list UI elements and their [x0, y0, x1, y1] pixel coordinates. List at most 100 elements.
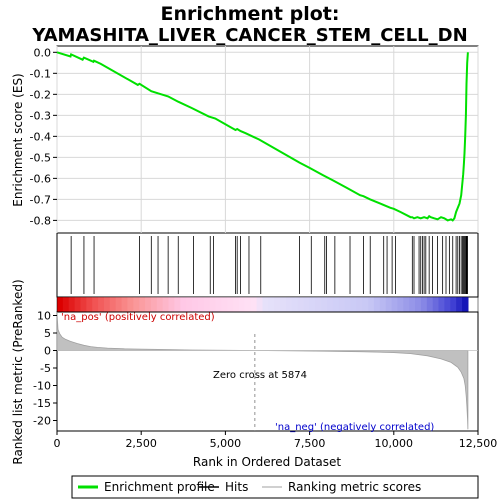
heat-bar-segment [444, 297, 451, 312]
metric-y-tick-label: -15 [33, 397, 51, 410]
heat-bar-segment [174, 297, 181, 312]
metric-y-label: Ranked list metric (PreRanked) [11, 279, 25, 464]
es-panel-frame [56, 45, 479, 234]
heat-bar-segment [450, 297, 457, 312]
heat-bar-segment [297, 297, 305, 312]
legend-label: Enrichment profile [104, 480, 215, 494]
x-axis: 0 2,500 5,000 7,500 10,000 12,500 [54, 431, 498, 450]
heat-bar-segment [238, 297, 246, 312]
x-tick-label: 10,000 [375, 437, 414, 450]
es-y-tick-label: -0.2 [30, 88, 51, 101]
heat-bar-segment [356, 297, 363, 312]
heat-bar-segment [285, 297, 293, 312]
heat-bar-segment [197, 297, 205, 312]
heat-bar-segment [62, 297, 70, 312]
es-grid [56, 46, 479, 233]
hit-markers [70, 236, 468, 294]
heat-bar-segment [432, 297, 440, 312]
heat-bar-segment [321, 297, 328, 312]
legend: Enrichment profile Hits Ranking metric sco… [78, 480, 421, 494]
heat-bar-segment [280, 297, 287, 312]
enrichment-profile-line [56, 51, 469, 222]
heat-bar-segment [80, 297, 87, 312]
heat-bar-segment [415, 297, 422, 312]
heat-bar-segment [227, 297, 234, 312]
heat-bar-segment [256, 297, 264, 312]
heat-bar-segment [403, 297, 410, 312]
heat-bar-segment [309, 297, 316, 312]
chart-title: Enrichment plot: [161, 3, 340, 25]
heat-bar-segment [133, 297, 140, 312]
legend-label: Hits [225, 480, 248, 494]
es-y-tick-label: -0.1 [30, 67, 51, 80]
metric-panel-frame [56, 311, 479, 432]
heat-bar-segment [332, 297, 340, 312]
heat-bar-segment [86, 297, 93, 312]
heat-bar-segment [362, 297, 369, 312]
heat-bar-segment [74, 297, 82, 312]
x-tick-label: 7,500 [294, 437, 326, 450]
x-axis-label: Rank in Ordered Dataset [193, 455, 341, 469]
es-y-label: Enrichment score (ES) [11, 73, 25, 206]
heat-bar-segment [57, 297, 64, 312]
chart-subtitle: YAMASHITA_LIVER_CANCER_STEM_CELL_DN [31, 25, 467, 46]
heat-bar-segment [426, 297, 434, 312]
heat-bar-segment [215, 297, 222, 312]
heat-bar-segment [92, 297, 99, 312]
legend-label: Ranking metric scores [288, 480, 421, 494]
heat-bar-segment [338, 297, 346, 312]
metric-y-tick-label: 10 [37, 310, 51, 323]
heat-bar-segment [162, 297, 170, 312]
heat-bar-segment [391, 297, 399, 312]
es-y-tick-label: -0.8 [30, 214, 51, 227]
es-y-tick-label: -0.6 [30, 172, 51, 185]
heat-bar-segment [244, 297, 252, 312]
x-tick-label: 12,500 [459, 437, 498, 450]
x-tick-label: 2,500 [125, 437, 157, 450]
hits-panel-frame [56, 232, 479, 298]
heat-bar-segment [373, 297, 381, 312]
ranking-metric-area [56, 311, 478, 431]
heat-bar-segment [150, 297, 158, 312]
x-tick-label: 0 [54, 437, 61, 450]
es-y-tick-label: -0.3 [30, 109, 51, 122]
heat-bar-segment [327, 297, 334, 312]
metric-y-tick-label: -5 [40, 362, 51, 375]
metric-y-tick-label: -10 [33, 380, 51, 393]
heat-bar-segment [420, 297, 428, 312]
heat-bar-segment [462, 297, 469, 312]
heat-bar-segment [397, 297, 404, 312]
heat-bar-segment [156, 297, 164, 312]
metric-y-tick-label: 5 [44, 327, 51, 340]
metric-y-tick-label: 0 [44, 345, 51, 358]
heat-bar-segment [268, 297, 275, 312]
rank-heat-bar [56, 296, 479, 313]
heat-bar-segment [168, 297, 175, 312]
heat-bar-segment [291, 297, 299, 312]
heat-bar-segment [221, 297, 228, 312]
heat-bar-segment [127, 297, 134, 312]
heat-bar-segment [180, 297, 187, 312]
es-y-tick-label: -0.4 [30, 130, 51, 143]
heat-bar-segment [209, 297, 217, 312]
heat-bar-segment [303, 297, 311, 312]
x-tick-label: 5,000 [210, 437, 242, 450]
heat-bar-segment [145, 297, 152, 312]
heat-bar-segment [262, 297, 269, 312]
heat-bar-segment [438, 297, 446, 312]
heat-bar-segment [350, 297, 357, 312]
es-y-tick-label: 0.0 [34, 46, 52, 59]
es-y-tick-label: -0.5 [30, 151, 51, 164]
neg-correlated-label: 'na_neg' (negatively correlated) [275, 422, 434, 433]
heat-bar-segment [115, 297, 123, 312]
metric-y-tick-label: -20 [33, 415, 51, 428]
heat-bar-segment [109, 297, 117, 312]
heat-bar-segment [192, 297, 199, 312]
es-series-line [56, 51, 469, 222]
heat-bar-segment [368, 297, 375, 312]
heat-bar-segment [103, 297, 111, 312]
heat-bar-segment [250, 297, 258, 312]
heat-bar-segment [315, 297, 322, 312]
heat-bar-segment [274, 297, 281, 312]
